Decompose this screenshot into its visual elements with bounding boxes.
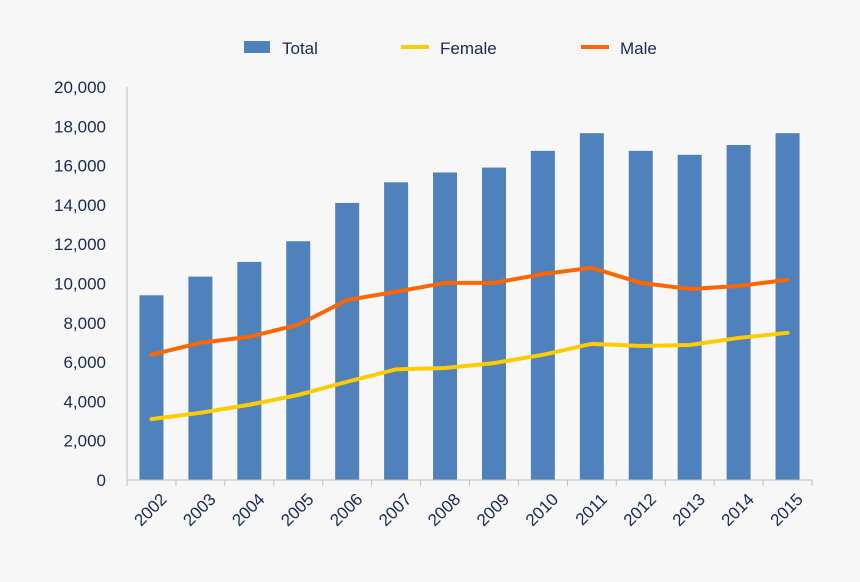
- point-female-2011: [591, 343, 593, 345]
- point-male-2012: [640, 282, 642, 284]
- y-tick-label: 20,000: [54, 78, 106, 97]
- bar-total-2002: [139, 295, 164, 480]
- point-female-2005: [297, 394, 299, 396]
- x-tick-label: 2006: [326, 490, 366, 530]
- point-female-2010: [542, 354, 544, 356]
- y-tick-label: 6,000: [63, 353, 106, 372]
- point-female-2013: [689, 344, 691, 346]
- y-tick-label: 14,000: [54, 196, 106, 215]
- x-tick-label: 2012: [620, 490, 660, 530]
- point-female-2007: [395, 368, 397, 370]
- y-tick-label: 10,000: [54, 275, 106, 294]
- x-tick-label: 2003: [179, 490, 219, 530]
- y-tick-label: 2,000: [63, 432, 106, 451]
- point-female-2006: [346, 381, 348, 383]
- bar-total-2006: [335, 202, 360, 480]
- x-tick-label: 2009: [473, 490, 513, 530]
- bar-total-2004: [237, 261, 262, 480]
- legend-swatch-total: [244, 41, 270, 53]
- legend-label-male: Male: [620, 39, 657, 58]
- y-tick-label: 0: [97, 471, 106, 490]
- point-male-2005: [297, 324, 299, 326]
- x-tick-label: 2014: [718, 490, 758, 530]
- point-male-2003: [199, 342, 201, 344]
- bar-total-2008: [433, 172, 458, 481]
- x-tick-label: 2015: [767, 490, 807, 530]
- point-male-2009: [493, 282, 495, 284]
- point-male-2011: [591, 267, 593, 269]
- point-female-2009: [493, 362, 495, 364]
- point-male-2008: [444, 282, 446, 284]
- point-male-2007: [395, 291, 397, 293]
- bar-total-2003: [188, 276, 213, 480]
- x-tick-label: 2013: [669, 490, 709, 530]
- y-tick-label: 4,000: [63, 392, 106, 411]
- point-female-2003: [199, 412, 201, 414]
- bar-total-2005: [286, 241, 311, 480]
- line-male: [149, 265, 790, 357]
- x-tick-label: 2004: [228, 490, 268, 530]
- bar-total-2011: [579, 133, 604, 481]
- point-female-2014: [738, 337, 740, 339]
- legend-label-total: Total: [282, 39, 318, 58]
- point-male-2004: [248, 336, 250, 338]
- point-male-2014: [738, 285, 740, 287]
- point-male-2015: [787, 279, 789, 281]
- bar-total-2009: [481, 167, 506, 480]
- y-tick-label: 12,000: [54, 235, 106, 254]
- point-male-2002: [150, 354, 152, 356]
- point-female-2012: [640, 345, 642, 347]
- x-tick-label: 2011: [572, 490, 611, 529]
- bar-total-2013: [677, 154, 702, 481]
- bar-total-2015: [775, 133, 800, 481]
- point-female-2008: [444, 367, 446, 369]
- bar-total-2010: [530, 150, 555, 481]
- point-male-2006: [346, 299, 348, 301]
- legend-label-female: Female: [440, 39, 497, 58]
- y-tick-label: 16,000: [54, 157, 106, 176]
- x-tick-label: 2005: [277, 490, 317, 530]
- legend: Total Female Male: [244, 39, 657, 58]
- bar-total-2007: [384, 182, 409, 481]
- x-tick-label: 2008: [424, 490, 464, 530]
- point-female-2002: [150, 418, 152, 420]
- x-tick-label: 2002: [131, 490, 171, 530]
- y-tick-label: 18,000: [54, 117, 106, 136]
- point-female-2004: [248, 404, 250, 406]
- line-female: [149, 330, 790, 422]
- x-tick-label: 2010: [522, 490, 562, 530]
- bar-total-2014: [726, 144, 751, 480]
- y-tick-label: 8,000: [63, 314, 106, 333]
- bar-total-2012: [628, 150, 653, 481]
- point-male-2010: [542, 273, 544, 275]
- point-female-2015: [787, 332, 789, 334]
- x-tick-label: 2007: [375, 490, 415, 530]
- point-male-2013: [689, 288, 691, 290]
